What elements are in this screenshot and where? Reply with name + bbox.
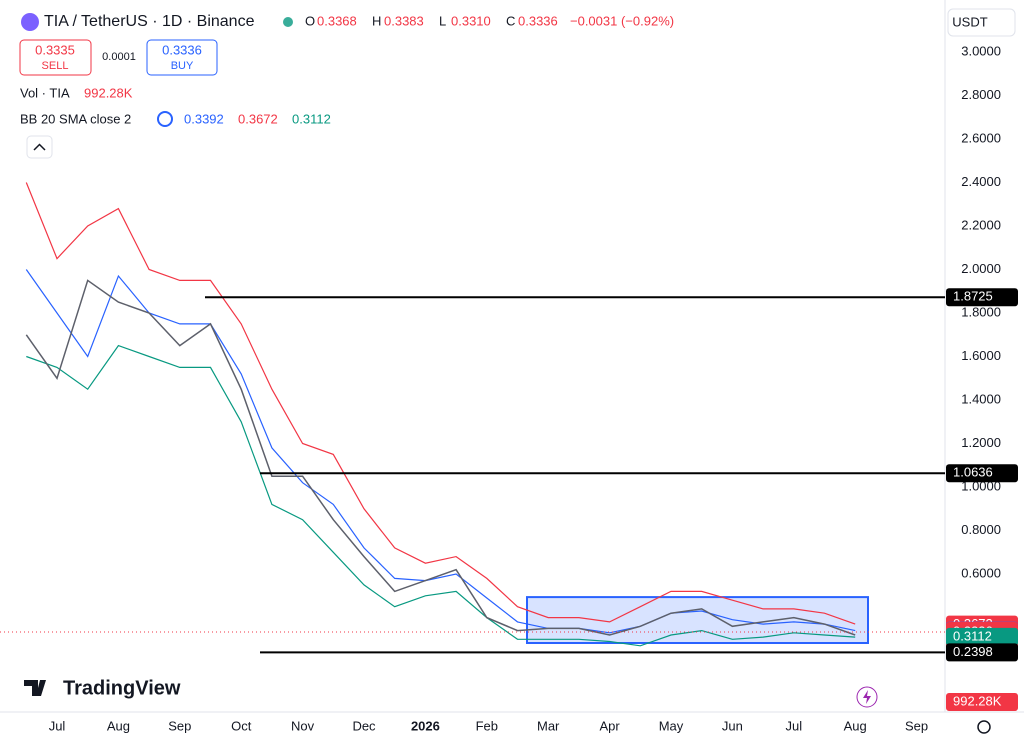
bb-lower: 0.3112 xyxy=(292,111,331,126)
price-label: 1.0636 xyxy=(953,465,993,480)
volume-label: Vol · TIA xyxy=(20,85,70,100)
currency: USDT xyxy=(952,14,987,29)
change: −0.0031 (−0.92%) xyxy=(570,13,674,28)
x-tick-label: Feb xyxy=(476,718,498,733)
x-tick-label: Apr xyxy=(599,718,620,733)
buy-label: BUY xyxy=(171,60,194,72)
y-tick-label: 2.6000 xyxy=(961,130,1001,145)
y-tick-label: 1.2000 xyxy=(961,435,1001,450)
x-tick-label: Mar xyxy=(537,718,560,733)
caret-icon xyxy=(33,143,46,151)
symbol: TIA / TetherUS · 1D · Binance xyxy=(44,13,255,30)
y-tick-label: 2.4000 xyxy=(961,174,1001,189)
y-tick-label: 2.2000 xyxy=(961,217,1001,232)
x-tick-label: Aug xyxy=(107,718,130,733)
price-label: 0.3112 xyxy=(953,628,992,643)
ohlc-value: 0.3336 xyxy=(518,13,558,28)
x-tick-label: Sep xyxy=(905,718,928,733)
price-label-box xyxy=(946,643,1018,662)
symbol-icon xyxy=(21,13,39,31)
price-label-box xyxy=(946,464,1018,483)
spread: 0.0001 xyxy=(102,51,136,63)
x-tick-label: Jun xyxy=(722,718,743,733)
range-box xyxy=(526,596,869,645)
y-tick-label: 1.4000 xyxy=(961,391,1001,406)
ohlc-value: 0.3310 xyxy=(451,13,491,28)
x-tick-label: 2026 xyxy=(411,718,440,733)
series-line xyxy=(25,182,856,625)
y-tick-label: 0.6000 xyxy=(961,565,1001,580)
series-line xyxy=(25,279,856,636)
price-label-box xyxy=(946,288,1018,307)
x-tick-label: Jul xyxy=(49,718,66,733)
ohlc-key: H xyxy=(372,13,381,28)
settings-icon[interactable] xyxy=(977,720,991,734)
x-tick-label: Aug xyxy=(844,718,867,733)
x-tick-label: Nov xyxy=(291,718,315,733)
collapse-button[interactable] xyxy=(26,135,53,159)
ohlc-value: 0.3368 xyxy=(317,13,357,28)
y-tick-label: 2.0000 xyxy=(961,261,1001,276)
buy-price: 0.3336 xyxy=(162,42,202,57)
y-tick-label: 0.8000 xyxy=(961,522,1001,537)
bb-basis: 0.3392 xyxy=(184,111,224,126)
volume-label-box xyxy=(946,693,1018,711)
buy-button[interactable] xyxy=(146,39,218,76)
status-dot xyxy=(283,17,293,27)
series-line xyxy=(25,269,856,634)
header: TIA / TetherUS · 1D · Binance O 0.3368 H 0.… xyxy=(19,8,1016,734)
sell-button[interactable] xyxy=(19,39,92,76)
series-line xyxy=(26,344,856,647)
sync-icon[interactable] xyxy=(157,111,173,127)
brand: TradingView xyxy=(63,677,181,699)
alert-icon xyxy=(863,690,871,704)
ohlc-value: 0.3383 xyxy=(384,13,424,28)
brand-logo xyxy=(24,680,46,696)
ohlc: O 0.3368 H 0.3383 L 0.3310 C 0.3336 −0.0031 (−0.… xyxy=(305,13,674,28)
y-tick-label: 3.0000 xyxy=(961,43,1001,58)
x-tick-label: Dec xyxy=(352,718,376,733)
price-label: 1.8725 xyxy=(953,289,993,304)
currency-button[interactable] xyxy=(947,8,1016,37)
x-tick-label: Jul xyxy=(785,718,802,733)
bb-label: BB 20 SMA close 2 xyxy=(20,111,131,126)
sell-price: 0.3335 xyxy=(35,42,75,57)
ohlc-key: L xyxy=(439,13,446,28)
price-label: 0.2398 xyxy=(953,644,993,659)
price-label-box xyxy=(946,627,1018,646)
volume-axis-label: 992.28K xyxy=(953,693,1002,708)
y-tick-label: 1.0000 xyxy=(961,478,1001,493)
sell-label: SELL xyxy=(42,60,69,72)
ohlc-key: C xyxy=(506,13,515,28)
y-tick-label: 1.6000 xyxy=(961,348,1001,363)
y-tick-label: 2.8000 xyxy=(961,87,1001,102)
x-tick-label: Sep xyxy=(168,718,191,733)
x-tick-label: May xyxy=(659,718,684,733)
ohlc-key: O xyxy=(305,13,315,28)
y-tick-label: 1.8000 xyxy=(961,304,1001,319)
bb-upper: 0.3672 xyxy=(238,111,278,126)
volume-value: 992.28K xyxy=(84,85,133,100)
x-tick-label: Oct xyxy=(231,718,252,733)
plot xyxy=(0,182,945,654)
